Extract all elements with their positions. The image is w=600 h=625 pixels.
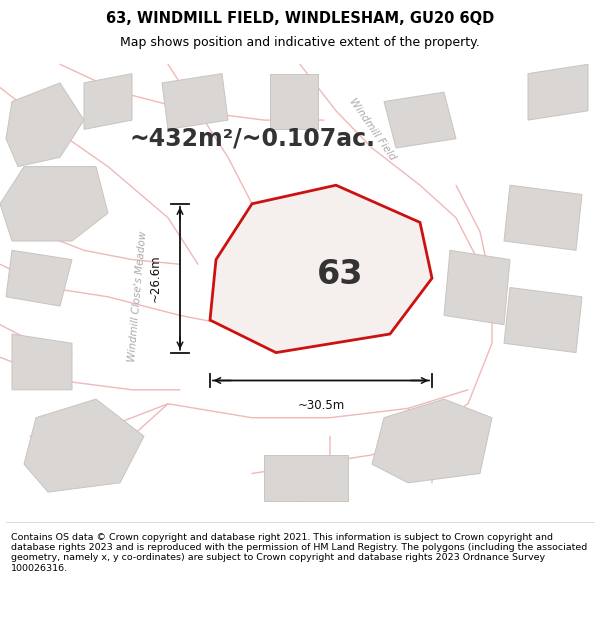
Polygon shape — [84, 74, 132, 129]
Text: Windmill Field: Windmill Field — [347, 97, 397, 162]
Polygon shape — [24, 399, 144, 492]
Text: Windmill Close's Meadow: Windmill Close's Meadow — [127, 231, 149, 362]
Polygon shape — [6, 250, 72, 306]
Polygon shape — [384, 92, 456, 148]
Polygon shape — [264, 455, 348, 501]
Polygon shape — [162, 74, 228, 129]
Text: 63, WINDMILL FIELD, WINDLESHAM, GU20 6QD: 63, WINDMILL FIELD, WINDLESHAM, GU20 6QD — [106, 11, 494, 26]
Text: ~30.5m: ~30.5m — [298, 399, 344, 412]
Text: ~432m²/~0.107ac.: ~432m²/~0.107ac. — [129, 127, 375, 151]
Polygon shape — [372, 399, 492, 482]
Polygon shape — [504, 288, 582, 352]
Polygon shape — [12, 334, 72, 390]
Polygon shape — [528, 64, 588, 120]
Text: 63: 63 — [317, 258, 364, 291]
Polygon shape — [210, 185, 432, 352]
Polygon shape — [270, 74, 318, 129]
Polygon shape — [444, 250, 510, 325]
Text: Map shows position and indicative extent of the property.: Map shows position and indicative extent… — [120, 36, 480, 49]
Polygon shape — [504, 185, 582, 250]
Polygon shape — [0, 167, 108, 241]
Text: ~26.6m: ~26.6m — [149, 254, 162, 302]
Polygon shape — [6, 83, 84, 167]
Text: Contains OS data © Crown copyright and database right 2021. This information is : Contains OS data © Crown copyright and d… — [11, 532, 587, 572]
